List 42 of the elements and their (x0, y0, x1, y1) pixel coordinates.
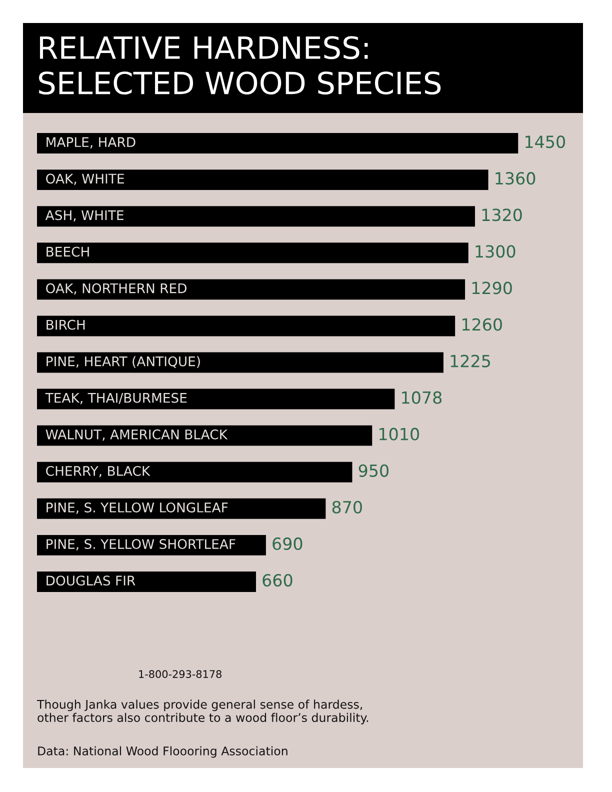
bar (37, 388, 395, 410)
data-label: 1450 (526, 136, 565, 148)
data-label: 1225 (450, 354, 490, 368)
data-label: 1320 (482, 208, 522, 222)
text: 1-800-293-8178 (139, 670, 222, 678)
bar (37, 170, 488, 190)
data-label: 1260 (462, 318, 502, 331)
chart-title: RELATIVE HARDNESS: SELECTED WOOD SPECIES (39, 36, 441, 95)
y-tick-label: PINE, S. YELLOW SHORTLEAF (46, 539, 236, 550)
data-label: 870 (332, 500, 362, 514)
bar (37, 316, 456, 336)
y-tick-label: ASH, WHITE (45, 210, 124, 222)
y-tick-label: OAK, WHITE (46, 174, 124, 185)
y-tick-label: MAPLE, HARD (46, 137, 136, 148)
text: Though Janka values provide general sense of hardess, other factors also contribute to a wood floor’s durability. (36, 700, 368, 724)
data-label: 1360 (496, 172, 536, 185)
data-label: 950 (358, 464, 388, 477)
y-tick-label: PINE, S. YELLOW LONGLEAF (46, 502, 228, 514)
bar (37, 133, 518, 154)
data-label: 1078 (402, 391, 442, 404)
data-label: 660 (262, 574, 292, 587)
data-label: 690 (272, 537, 302, 550)
bar (37, 572, 256, 592)
y-tick-label: PINE, HEART (ANTIQUE) (46, 356, 200, 368)
text: Data: National Wood Floooring Association (38, 746, 288, 758)
data-label: 1300 (476, 245, 516, 258)
bar (37, 425, 372, 446)
bar (37, 498, 326, 519)
bar (37, 352, 444, 373)
y-tick-label: WALNUT, AMERICAN BLACK (46, 429, 228, 441)
y-tick-label: CHERRY, BLACK (46, 466, 150, 478)
y-tick-label: DOUGLAS FIR (46, 576, 136, 586)
bar (37, 242, 468, 264)
data-label: 1290 (472, 282, 512, 294)
y-tick-label: BIRCH (46, 320, 85, 330)
data-label: 1010 (380, 428, 419, 440)
bar (37, 462, 352, 482)
y-tick-label: BEECH (46, 246, 89, 257)
y-tick-label: TEAK, THAI/BURMESE (45, 392, 187, 404)
bar (37, 279, 466, 300)
y-tick-label: OAK, NORTHERN RED (46, 283, 186, 295)
bar (37, 206, 475, 227)
